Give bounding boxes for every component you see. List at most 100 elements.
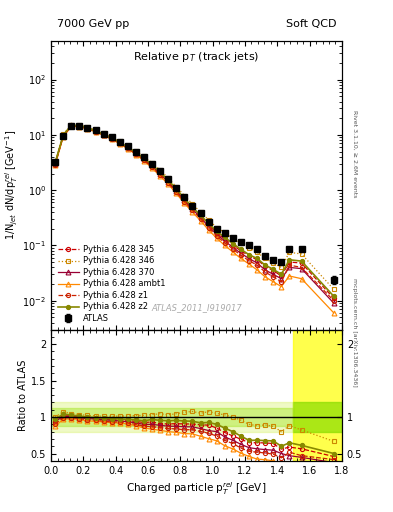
Pythia 6.428 345: [61, 132, 66, 138]
Pythia 6.428 346: [53, 159, 57, 165]
Pythia 6.428 z1: [69, 123, 73, 129]
Pythia 6.428 346: [279, 264, 284, 270]
Pythia 6.428 346: [69, 122, 73, 128]
Pythia 6.428 z1: [255, 262, 259, 268]
Pythia 6.428 z2: [206, 220, 211, 226]
Pythia 6.428 z1: [118, 140, 122, 146]
Line: Pythia 6.428 ambt1: Pythia 6.428 ambt1: [53, 124, 336, 315]
Pythia 6.428 z1: [141, 157, 146, 163]
Pythia 6.428 z2: [190, 204, 195, 210]
Pythia 6.428 ambt1: [77, 124, 82, 130]
Pythia 6.428 z1: [125, 145, 130, 152]
Pythia 6.428 z1: [134, 151, 138, 157]
Pythia 6.428 345: [125, 144, 130, 151]
Pythia 6.428 z2: [69, 122, 73, 129]
Pythia 6.428 370: [125, 145, 130, 151]
Pythia 6.428 ambt1: [150, 165, 154, 171]
Pythia 6.428 370: [247, 255, 252, 262]
Pythia 6.428 345: [85, 125, 90, 131]
Pythia 6.428 345: [182, 196, 187, 202]
Pythia 6.428 370: [198, 215, 203, 221]
Pythia 6.428 370: [231, 244, 235, 250]
Pythia 6.428 370: [61, 133, 66, 139]
Pythia 6.428 ambt1: [214, 235, 219, 241]
Pythia 6.428 370: [174, 188, 179, 194]
Pythia 6.428 ambt1: [125, 146, 130, 152]
Pythia 6.428 345: [77, 123, 82, 129]
Pythia 6.428 z2: [174, 186, 179, 192]
Pythia 6.428 346: [263, 255, 268, 262]
Pythia 6.428 346: [271, 260, 275, 266]
Pythia 6.428 345: [214, 229, 219, 236]
Pythia 6.428 346: [190, 201, 195, 207]
X-axis label: Charged particle p$_{T}^{rel}$ [GeV]: Charged particle p$_{T}^{rel}$ [GeV]: [127, 480, 266, 497]
Pythia 6.428 345: [118, 140, 122, 146]
Pythia 6.428 346: [247, 245, 252, 251]
Line: Pythia 6.428 370: Pythia 6.428 370: [53, 123, 336, 306]
Pythia 6.428 346: [198, 209, 203, 215]
Pythia 6.428 z1: [109, 136, 114, 142]
Pythia 6.428 370: [271, 271, 275, 278]
Pythia 6.428 370: [118, 140, 122, 146]
Pythia 6.428 370: [77, 123, 82, 129]
Pythia 6.428 345: [331, 295, 336, 302]
Pythia 6.428 345: [69, 122, 73, 129]
Pythia 6.428 346: [61, 131, 66, 137]
Pythia 6.428 370: [299, 266, 304, 272]
Pythia 6.428 z2: [247, 251, 252, 258]
Legend: Pythia 6.428 345, Pythia 6.428 346, Pythia 6.428 370, Pythia 6.428 ambt1, Pythia: Pythia 6.428 345, Pythia 6.428 346, Pyth…: [55, 243, 168, 326]
Pythia 6.428 370: [53, 161, 57, 167]
Pythia 6.428 z1: [182, 199, 187, 205]
Pythia 6.428 z1: [61, 133, 66, 139]
Pythia 6.428 ambt1: [182, 200, 187, 206]
Pythia 6.428 z2: [287, 257, 292, 263]
Pythia 6.428 370: [69, 123, 73, 129]
Pythia 6.428 ambt1: [53, 162, 57, 168]
Pythia 6.428 346: [118, 138, 122, 144]
Pythia 6.428 ambt1: [271, 279, 275, 285]
Pythia 6.428 z1: [299, 264, 304, 270]
Pythia 6.428 ambt1: [174, 190, 179, 197]
Pythia 6.428 z2: [61, 132, 66, 138]
Pythia 6.428 370: [182, 198, 187, 204]
Pythia 6.428 z1: [247, 258, 252, 264]
Pythia 6.428 345: [109, 135, 114, 141]
Pythia 6.428 z2: [214, 228, 219, 234]
Pythia 6.428 370: [239, 250, 243, 257]
Pythia 6.428 370: [134, 151, 138, 157]
Y-axis label: 1/N$_{jet}$ dN/dp$_{T}^{rel}$ [GeV$^{-1}$]: 1/N$_{jet}$ dN/dp$_{T}^{rel}$ [GeV$^{-1}…: [3, 130, 20, 240]
Pythia 6.428 ambt1: [299, 275, 304, 282]
Pythia 6.428 z1: [101, 132, 106, 138]
Pythia 6.428 ambt1: [222, 242, 227, 248]
Pythia 6.428 346: [174, 184, 179, 190]
Pythia 6.428 ambt1: [109, 136, 114, 142]
Pythia 6.428 346: [255, 249, 259, 255]
Pythia 6.428 z1: [150, 164, 154, 170]
Line: Pythia 6.428 346: Pythia 6.428 346: [53, 123, 336, 291]
Pythia 6.428 z2: [101, 131, 106, 137]
Text: Rivet 3.1.10, ≥ 2.6M events: Rivet 3.1.10, ≥ 2.6M events: [352, 110, 357, 197]
Pythia 6.428 z1: [279, 279, 284, 285]
Pythia 6.428 z1: [239, 252, 243, 259]
Pythia 6.428 ambt1: [158, 173, 163, 179]
Pythia 6.428 346: [331, 286, 336, 292]
Pythia 6.428 ambt1: [255, 267, 259, 273]
Pythia 6.428 ambt1: [93, 129, 98, 135]
Pythia 6.428 370: [109, 135, 114, 141]
Pythia 6.428 370: [101, 132, 106, 138]
Pythia 6.428 345: [101, 131, 106, 137]
Pythia 6.428 346: [287, 249, 292, 255]
Pythia 6.428 370: [150, 163, 154, 169]
Pythia 6.428 z1: [190, 207, 195, 214]
Pythia 6.428 z1: [93, 129, 98, 135]
Pythia 6.428 346: [150, 160, 154, 166]
Pythia 6.428 346: [109, 134, 114, 140]
Pythia 6.428 ambt1: [239, 255, 243, 262]
Pythia 6.428 z2: [331, 293, 336, 300]
Pythia 6.428 z2: [239, 246, 243, 252]
Pythia 6.428 z2: [263, 262, 268, 268]
Pythia 6.428 345: [93, 128, 98, 134]
Text: 7000 GeV pp: 7000 GeV pp: [57, 19, 129, 29]
Pythia 6.428 370: [222, 238, 227, 244]
Pythia 6.428 z1: [198, 216, 203, 222]
